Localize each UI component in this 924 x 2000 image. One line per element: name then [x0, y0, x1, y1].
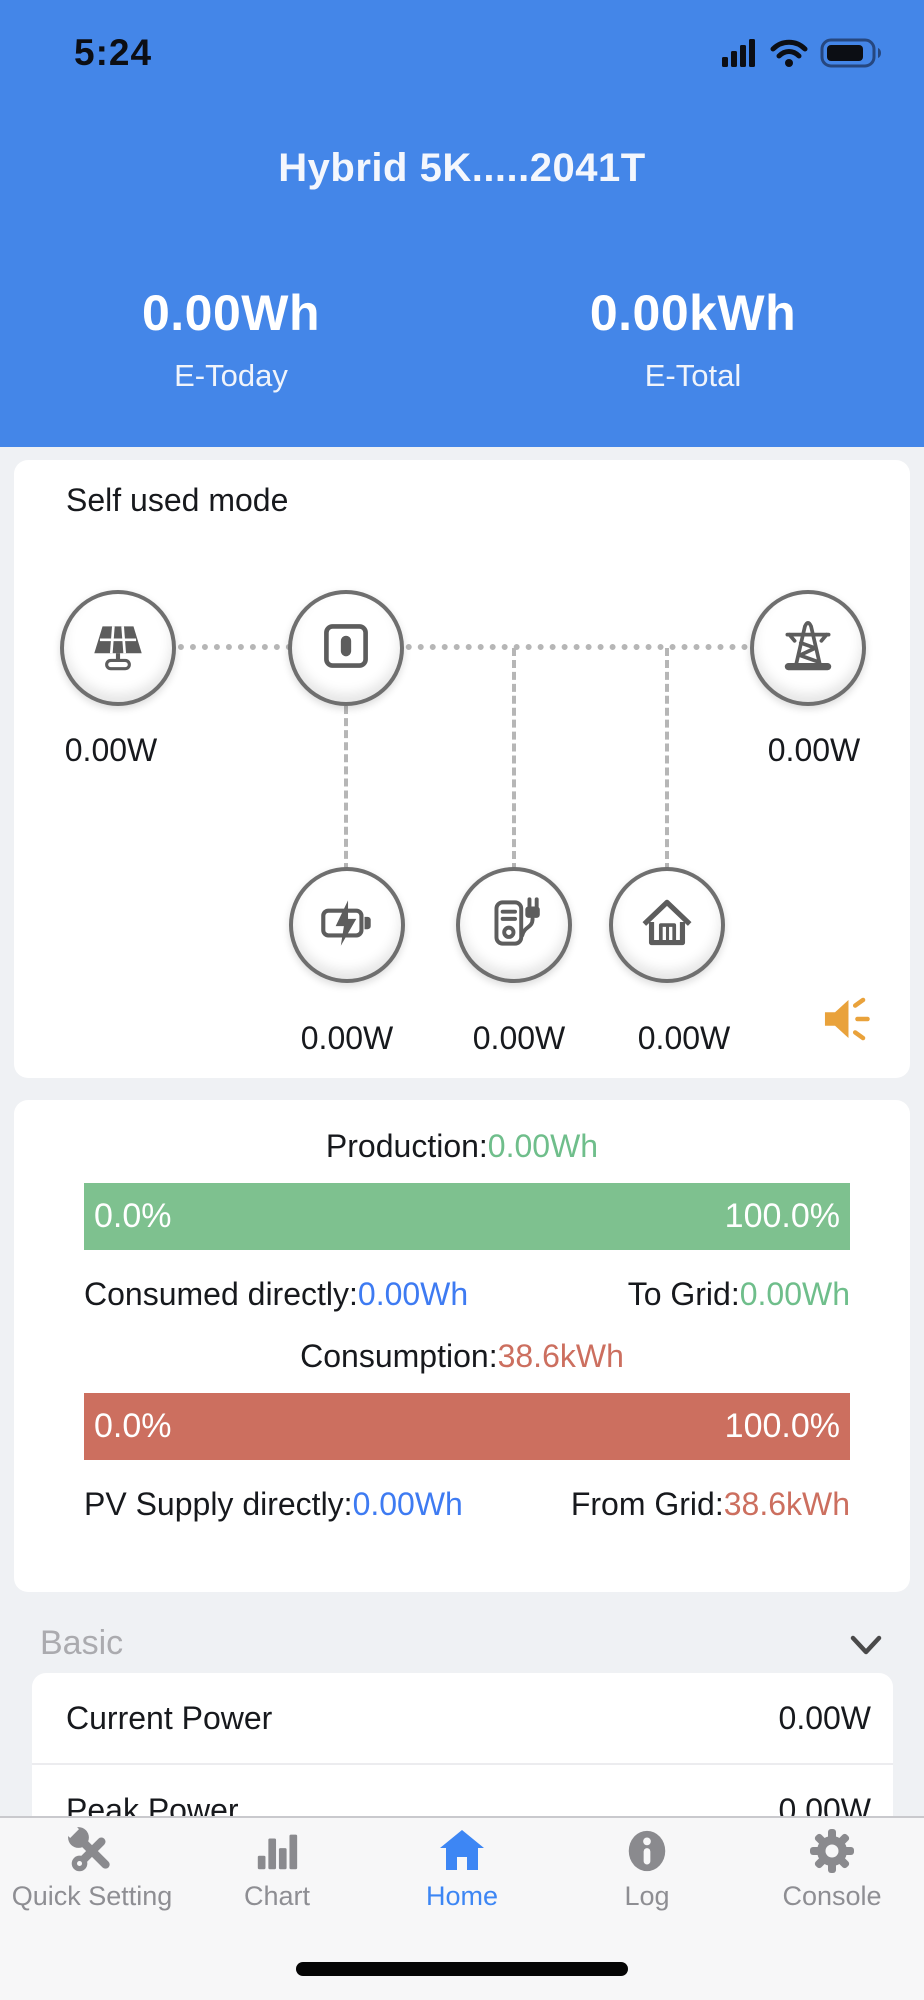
production-value: 0.00Wh — [487, 1128, 599, 1164]
energy-stats-card: Production:0.00Wh 0.0% 100.0% Consumed d… — [14, 1100, 910, 1592]
pv-supply-value: 0.00Wh — [352, 1486, 463, 1522]
to-grid: To Grid:0.00Wh — [627, 1276, 850, 1312]
production-detail-row: Consumed directly:0.00Wh To Grid:0.00Wh — [14, 1276, 910, 1313]
tab-quick-setting[interactable]: Quick Setting — [0, 1818, 184, 1948]
flow-line-horizontal — [118, 644, 808, 650]
consumption-bar-max: 100.0% — [724, 1407, 840, 1445]
wifi-icon — [770, 38, 808, 73]
flow-line-house — [665, 648, 669, 871]
production-bar: 0.0% 100.0% — [84, 1183, 850, 1250]
flow-line-charger — [512, 648, 516, 871]
pv-node — [60, 590, 176, 706]
to-grid-value: 0.00Wh — [739, 1276, 850, 1312]
gear-icon — [740, 1823, 924, 1879]
house-power: 0.00W — [637, 1020, 731, 1056]
current-power-label: Current Power — [66, 1699, 273, 1736]
chevron-down-icon[interactable] — [848, 1634, 884, 1663]
inverter-node — [288, 590, 404, 706]
battery-power: 0.00W — [300, 1020, 394, 1056]
from-grid: From Grid:38.6kWh — [570, 1486, 850, 1522]
device-title: Hybrid 5K.....2041T — [278, 146, 646, 190]
solar-panel-icon — [85, 613, 151, 684]
current-power-value: 0.00W — [778, 1699, 871, 1736]
consumed-directly-value: 0.00Wh — [357, 1276, 469, 1312]
cellular-signal-icon — [722, 38, 758, 73]
battery-node — [289, 867, 405, 983]
power-tower-icon — [775, 613, 841, 684]
bar-chart-icon — [185, 1823, 369, 1879]
tab-label: Console — [782, 1881, 882, 1911]
grid-node — [750, 590, 866, 706]
inverter-icon — [313, 613, 379, 684]
house-icon — [634, 890, 700, 961]
consumption-line: Consumption:38.6kWh — [14, 1338, 910, 1375]
ev-charger-icon — [481, 890, 547, 961]
consumption-bar-min: 0.0% — [94, 1407, 172, 1445]
energy-flow-card: Self used mode — [14, 460, 910, 1078]
e-total-value: 0.00kWh — [589, 285, 797, 341]
from-grid-value: 38.6kWh — [723, 1486, 850, 1522]
home-indicator[interactable] — [296, 1962, 628, 1976]
status-icons — [722, 38, 886, 73]
battery-status-icon — [820, 38, 886, 73]
consumed-directly: Consumed directly:0.00Wh — [84, 1276, 469, 1312]
consumption-label: Consumption: — [300, 1338, 498, 1374]
tools-icon — [0, 1823, 184, 1879]
speaker-icon[interactable] — [814, 990, 874, 1050]
tab-console[interactable]: Console — [740, 1818, 924, 1948]
house-load-node — [609, 867, 725, 983]
tab-home[interactable]: Home — [370, 1818, 554, 1948]
production-line: Production:0.00Wh — [14, 1128, 910, 1165]
tab-label: Home — [425, 1881, 499, 1911]
production-bar-min: 0.0% — [94, 1197, 172, 1235]
flow-line-battery — [344, 706, 348, 871]
consumption-detail-row: PV Supply directly:0.00Wh From Grid:38.6… — [14, 1486, 910, 1523]
header-stats: 0.00Wh E-Today 0.00kWh E-Total — [0, 284, 924, 394]
stat-e-today: 0.00Wh E-Today — [0, 284, 462, 394]
grid-power: 0.00W — [767, 732, 861, 768]
row-divider — [32, 1763, 893, 1765]
consumption-value: 38.6kWh — [497, 1338, 624, 1374]
basic-values-card: Current Power 0.00W Peak Power 0.00W — [32, 1673, 893, 1833]
stat-e-total: 0.00kWh E-Total — [462, 284, 924, 394]
e-total-label: E-Total — [644, 358, 742, 393]
ev-charger-node — [456, 867, 572, 983]
battery-charge-icon — [314, 890, 380, 961]
tab-label: Log — [624, 1881, 670, 1911]
tab-chart[interactable]: Chart — [185, 1818, 369, 1948]
home-icon — [370, 1823, 554, 1879]
e-today-value: 0.00Wh — [141, 285, 321, 341]
production-label: Production: — [325, 1128, 488, 1164]
basic-section-title: Basic — [40, 1624, 124, 1662]
status-time: 5:24 — [74, 32, 153, 73]
tab-label: Chart — [243, 1881, 311, 1911]
work-mode-label: Self used mode — [66, 482, 289, 518]
pv-supply-directly: PV Supply directly:0.00Wh — [84, 1486, 463, 1522]
pv-power: 0.00W — [64, 732, 158, 768]
tab-bar: Quick Setting Chart — [0, 1816, 924, 2000]
tab-label: Quick Setting — [11, 1881, 173, 1911]
header: 5:24 — [0, 0, 924, 447]
tab-log[interactable]: Log — [555, 1818, 739, 1948]
basic-section-header[interactable]: Basic — [0, 1616, 924, 1676]
consumption-bar: 0.0% 100.0% — [84, 1393, 850, 1460]
production-bar-max: 100.0% — [724, 1197, 840, 1235]
table-row-current-power: Current Power 0.00W — [32, 1673, 893, 1763]
info-icon — [555, 1823, 739, 1879]
e-today-label: E-Today — [174, 358, 288, 393]
charger-power: 0.00W — [472, 1020, 566, 1056]
